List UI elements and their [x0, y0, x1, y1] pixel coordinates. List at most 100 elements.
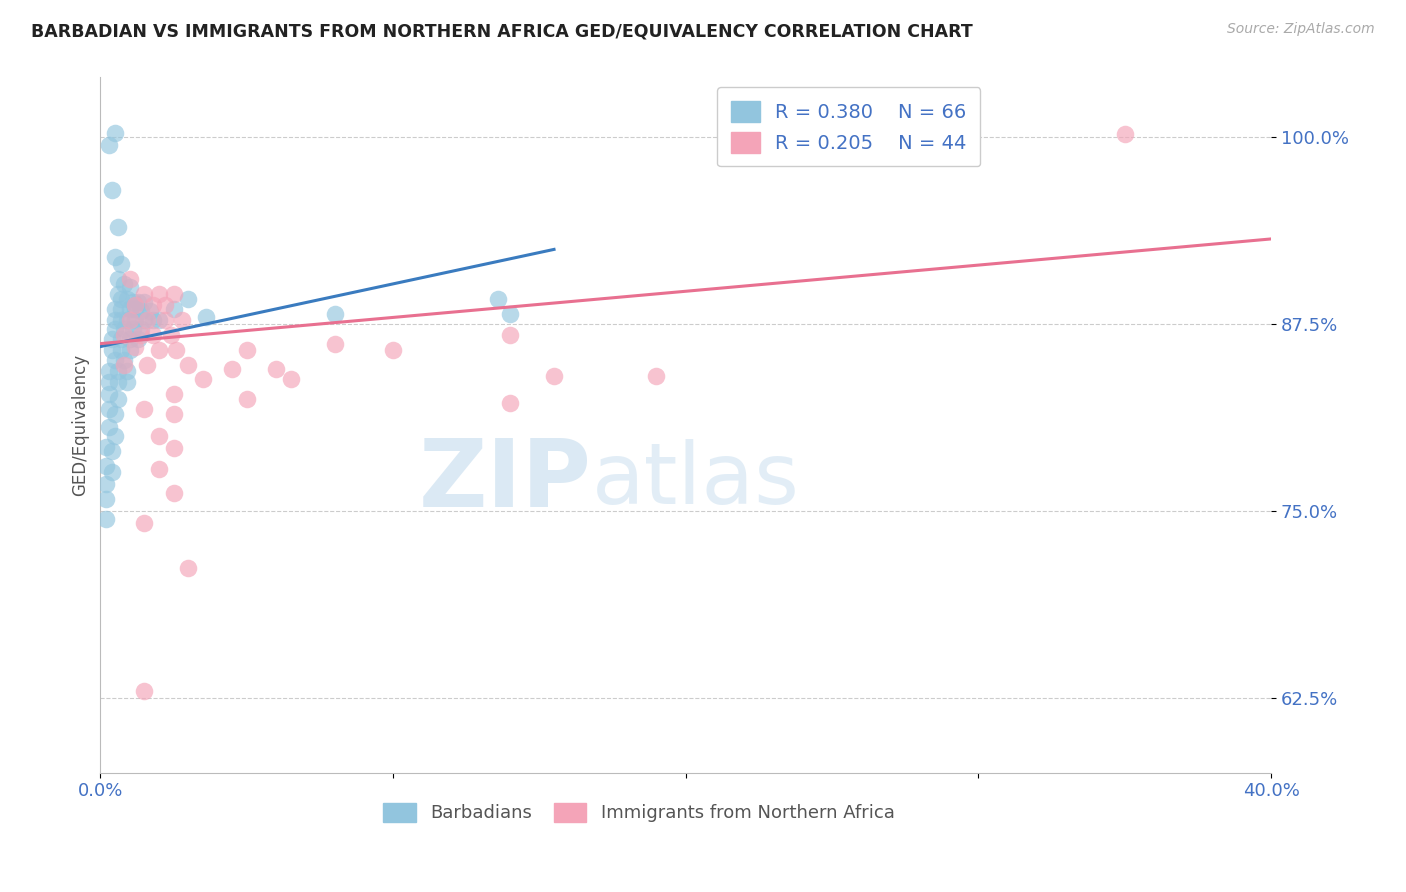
Point [112, 327, 135, 342]
Point [104, 407, 127, 421]
Point [382, 343, 405, 357]
Point [96, 440, 118, 454]
Point [136, 358, 159, 372]
Point [499, 396, 522, 410]
Point [127, 332, 149, 346]
Point [110, 332, 132, 346]
Point [107, 363, 129, 377]
Point [104, 429, 127, 443]
Point [115, 292, 138, 306]
Point [112, 321, 135, 335]
Point [645, 369, 668, 384]
Point [264, 362, 287, 376]
Point [110, 343, 132, 357]
Point [115, 363, 138, 377]
Point [104, 321, 127, 335]
Point [107, 287, 129, 301]
Point [1114, 128, 1136, 142]
Point [153, 312, 176, 326]
Point [136, 312, 159, 326]
Text: atlas: atlas [592, 439, 800, 522]
Text: ZIP: ZIP [419, 434, 592, 526]
Point [194, 310, 217, 324]
Point [162, 442, 184, 456]
Point [280, 372, 302, 386]
Point [177, 358, 200, 372]
Point [124, 340, 146, 354]
Point [142, 312, 165, 326]
Point [543, 369, 565, 384]
Point [118, 272, 141, 286]
Point [235, 343, 257, 357]
Point [124, 302, 146, 317]
Point [115, 376, 138, 390]
Point [162, 407, 184, 421]
Point [118, 280, 141, 294]
Point [118, 332, 141, 346]
Point [221, 362, 243, 376]
Point [107, 219, 129, 234]
Point [101, 465, 124, 479]
Point [134, 287, 156, 301]
Point [177, 292, 200, 306]
Point [121, 294, 143, 309]
Point [98, 387, 121, 401]
Point [148, 287, 170, 301]
Point [104, 302, 127, 317]
Point [96, 511, 118, 525]
Point [110, 302, 132, 317]
Point [124, 312, 146, 326]
Point [107, 392, 129, 406]
Point [104, 250, 127, 264]
Point [323, 336, 346, 351]
Point [134, 683, 156, 698]
Point [98, 420, 121, 434]
Point [101, 183, 124, 197]
Point [110, 257, 132, 271]
Point [104, 312, 127, 326]
Point [110, 292, 132, 306]
Point [121, 321, 143, 335]
Point [101, 444, 124, 458]
Point [148, 429, 170, 443]
Point [191, 372, 214, 386]
Point [165, 343, 187, 357]
Text: BARBADIAN VS IMMIGRANTS FROM NORTHERN AFRICA GED/EQUIVALENCY CORRELATION CHART: BARBADIAN VS IMMIGRANTS FROM NORTHERN AF… [31, 22, 973, 40]
Point [98, 363, 121, 377]
Point [177, 561, 200, 575]
Point [112, 277, 135, 291]
Point [118, 302, 141, 317]
Point [124, 298, 146, 312]
Point [172, 312, 194, 326]
Point [101, 332, 124, 346]
Point [142, 327, 165, 342]
Point [98, 402, 121, 417]
Point [107, 272, 129, 286]
Point [134, 312, 156, 326]
Point [486, 292, 509, 306]
Point [98, 376, 121, 390]
Point [118, 343, 141, 357]
Point [159, 327, 181, 342]
Point [101, 343, 124, 357]
Legend: Barbadians, Immigrants from Northern Africa: Barbadians, Immigrants from Northern Afr… [373, 792, 905, 833]
Point [118, 312, 141, 326]
Point [104, 353, 127, 368]
Point [134, 516, 156, 530]
Point [148, 462, 170, 476]
Point [153, 298, 176, 312]
Point [131, 321, 153, 335]
Point [162, 302, 184, 317]
Point [499, 327, 522, 342]
Point [235, 392, 257, 406]
Point [115, 312, 138, 326]
Point [499, 307, 522, 321]
Point [96, 459, 118, 474]
Point [96, 492, 118, 507]
Point [162, 287, 184, 301]
Point [323, 307, 346, 321]
Point [112, 353, 135, 368]
Point [107, 376, 129, 390]
Point [110, 312, 132, 326]
Point [148, 343, 170, 357]
